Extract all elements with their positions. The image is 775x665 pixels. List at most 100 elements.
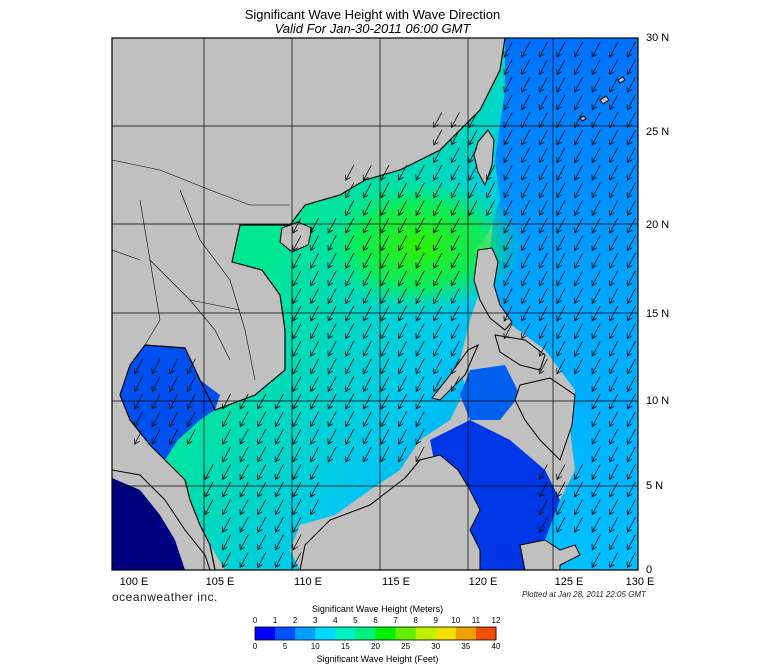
- wave-arrow: [592, 165, 601, 180]
- colorbar-title-feet: Significant Wave Height (Feet): [316, 654, 439, 664]
- wave-arrow: [469, 129, 478, 145]
- wave-arrow: [592, 376, 601, 391]
- wave-arrow: [610, 147, 619, 163]
- wave-arrow: [610, 235, 619, 251]
- wave-arrow: [328, 323, 337, 339]
- wave-arrow: [416, 341, 425, 356]
- wave-arrow: [363, 323, 372, 339]
- wave-arrow: [627, 323, 636, 339]
- meter-tick: 8: [413, 616, 418, 625]
- wave-arrow: [469, 165, 478, 180]
- wave-arrow: [346, 341, 355, 356]
- wave-arrow: [627, 41, 636, 57]
- wave-arrow: [539, 323, 548, 339]
- wave-arrow: [539, 41, 548, 57]
- wave-arrow: [399, 305, 407, 321]
- wave-arrow: [258, 481, 267, 497]
- wave-arrow: [399, 182, 407, 198]
- colorbar-segment: [255, 627, 276, 640]
- wave-arrow: [610, 411, 619, 427]
- wave-arrow: [539, 270, 548, 286]
- wave-arrow: [434, 200, 443, 215]
- wave-arrow: [381, 253, 390, 268]
- lat-label-5n: 5 N: [646, 480, 664, 492]
- wave-arrow: [135, 411, 143, 427]
- wave-arrow: [311, 270, 319, 286]
- gulf-of-thailand: [120, 345, 220, 460]
- wave-arrow: [363, 393, 372, 409]
- wave-arrow: [557, 94, 566, 110]
- wave-arrow: [381, 235, 390, 251]
- wave-arrow: [627, 376, 636, 391]
- wave-arrow: [258, 393, 267, 409]
- wave-arrow: [187, 376, 196, 391]
- wave-arrow: [522, 129, 531, 145]
- wave-arrow: [592, 41, 601, 57]
- wave-arrow: [346, 305, 355, 321]
- wave-arrow: [416, 358, 425, 374]
- wave-arrow: [240, 446, 249, 462]
- wave-arrow: [627, 288, 636, 303]
- wave-arrow: [258, 411, 267, 427]
- wave-arrow: [487, 182, 495, 198]
- wave-arrow: [592, 200, 601, 215]
- wave-arrow: [627, 446, 636, 462]
- wave-arrow: [504, 129, 513, 145]
- wave-arrow: [328, 288, 337, 303]
- wave-arrow: [381, 429, 390, 444]
- wave-arrow: [328, 253, 337, 268]
- wave-arrow: [575, 129, 583, 145]
- wave-arrow: [434, 112, 443, 127]
- wave-arrow: [522, 217, 531, 233]
- wave-arrow: [240, 393, 249, 409]
- wave-arrow: [311, 358, 319, 374]
- wave-arrow: [416, 305, 425, 321]
- wave-arrow: [328, 217, 337, 233]
- wave-arrow: [592, 182, 601, 198]
- wave-arrow: [240, 552, 249, 567]
- wave-arrow: [557, 253, 566, 268]
- wave-arrow: [346, 182, 355, 198]
- celebes-sea: [430, 420, 560, 555]
- feet-tick: 5: [282, 642, 288, 651]
- wave-arrow: [328, 376, 337, 391]
- wave-arrow: [205, 499, 214, 515]
- wave-arrow: [504, 94, 513, 110]
- oceanweather-brand: oceanweather inc.: [112, 590, 218, 604]
- wave-arrow: [328, 429, 337, 444]
- mindanao: [514, 377, 576, 461]
- wave-arrow: [557, 517, 566, 532]
- colorbar-segment: [455, 627, 477, 640]
- wave-arrow: [487, 165, 495, 180]
- wave-arrow: [592, 411, 601, 427]
- wave-arrow: [504, 41, 513, 57]
- wave-arrow: [522, 59, 531, 75]
- meter-tick: 9: [433, 616, 438, 625]
- wave-arrow: [451, 270, 460, 286]
- wave-arrow: [451, 358, 460, 374]
- wave-arrow: [504, 182, 513, 198]
- wave-arrow: [451, 305, 460, 321]
- wave-arrow: [205, 481, 214, 497]
- wave-arrow: [610, 77, 619, 92]
- lon-label-100e: 100 E: [119, 576, 149, 588]
- wave-arrow: [592, 481, 601, 497]
- wave-arrow: [399, 288, 407, 303]
- wave-arrow: [328, 235, 337, 251]
- wave-arrow: [522, 305, 531, 321]
- wave-arrow: [416, 429, 425, 444]
- wave-arrow: [539, 129, 548, 145]
- wave-arrow: [328, 411, 337, 427]
- wave-arrow: [328, 446, 337, 462]
- wave-arrow: [381, 341, 390, 356]
- wave-arrow: [363, 200, 372, 215]
- wave-arrow: [451, 200, 460, 215]
- wave-arrow: [610, 305, 619, 321]
- wave-arrow: [469, 182, 478, 198]
- wave-arrow: [504, 288, 513, 303]
- wave-arrow: [610, 165, 619, 180]
- wave-arrow: [135, 358, 143, 374]
- wave-arrow: [311, 429, 319, 444]
- wave-arrow: [557, 341, 566, 356]
- wave-arrow: [557, 182, 566, 198]
